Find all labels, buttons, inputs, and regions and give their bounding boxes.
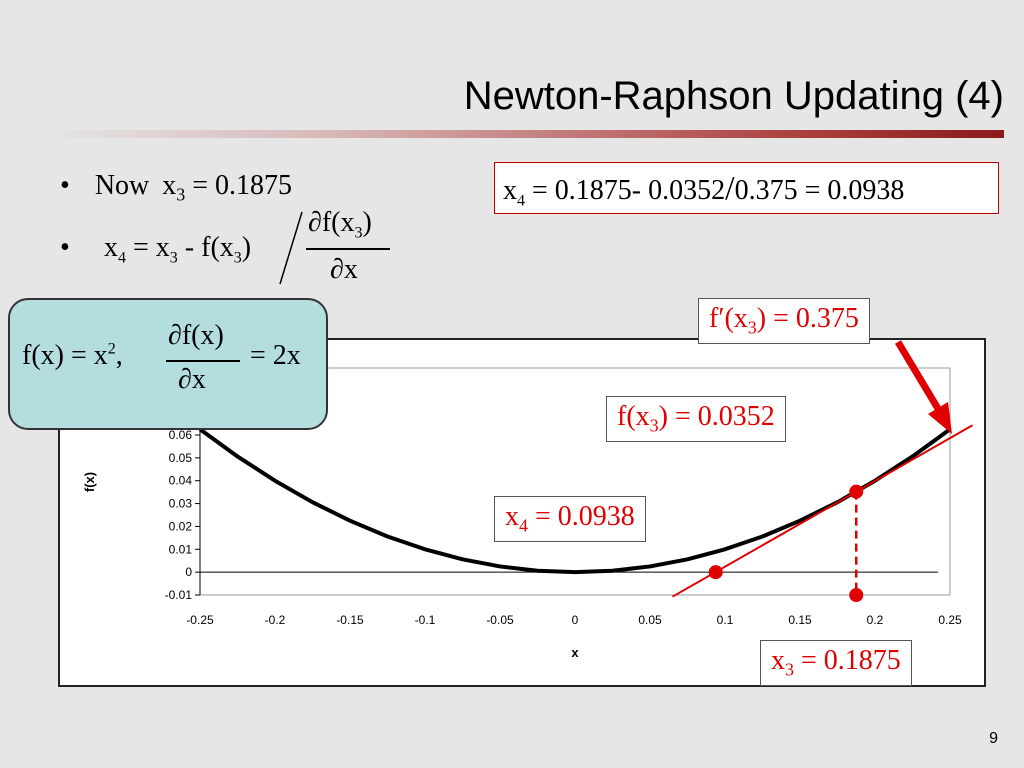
b2-eq-sub: 3 xyxy=(169,249,178,267)
bullet-1: • Now x3 = 0.1875 xyxy=(60,170,292,206)
b2-numerator: ∂f(x3) xyxy=(308,207,372,243)
b2-minus: - f(x xyxy=(177,232,234,263)
b2-lhs: x xyxy=(104,232,118,263)
y-tick-label: 0.03 xyxy=(169,497,193,511)
page-number: 9 xyxy=(989,730,998,747)
x-tick-label: 0.05 xyxy=(638,613,662,627)
b2-num-sub: 3 xyxy=(354,224,363,242)
b2-denominator: ∂x xyxy=(330,254,358,285)
slide-title: Newton-Raphson Updating (4) xyxy=(463,74,1004,118)
def-numerator: ∂f(x) xyxy=(168,320,224,351)
x-tick-label: 0.15 xyxy=(788,613,812,627)
def-denominator: ∂x xyxy=(178,364,206,395)
bullet-1-sub: 3 xyxy=(176,184,186,205)
fraction-slash xyxy=(279,211,303,285)
y-tick-label: 0.02 xyxy=(169,519,193,533)
comp-text2: 0.375 = 0.0938 xyxy=(734,175,905,206)
f-curve xyxy=(198,427,952,575)
def-comma: , xyxy=(115,340,123,371)
annotation-x3: x3 = 0.1875 xyxy=(760,640,912,686)
x-tick-label: 0.1 xyxy=(717,613,734,627)
x3-sub: 3 xyxy=(785,659,794,680)
x-tick-label: 0 xyxy=(572,613,579,627)
y-tick-label: -0.01 xyxy=(165,588,193,602)
arrow-head xyxy=(928,402,952,434)
definition-box: f(x) = x2, ∂f(x) ∂x = 2x xyxy=(8,298,328,430)
x3-text: x xyxy=(771,645,785,676)
x-tick-label: -0.1 xyxy=(415,613,436,627)
y-axis-label: f(x) xyxy=(82,472,97,492)
chart-point-0 xyxy=(849,484,864,499)
tangent-line xyxy=(672,424,973,598)
annotation-fx3: f(x3) = 0.0352 xyxy=(606,396,786,442)
b2-close: ) xyxy=(241,232,252,263)
fprime-text: f′(x xyxy=(709,303,748,334)
y-tick-label: 0.05 xyxy=(169,451,193,465)
x-tick-label: -0.05 xyxy=(486,613,514,627)
annotation-fprime: f′(x3) = 0.375 xyxy=(698,298,870,344)
y-tick-label: 0.04 xyxy=(169,474,193,488)
def-lhs: f(x) = x xyxy=(22,340,108,371)
chart-point-2 xyxy=(849,588,864,602)
comp-sub: 4 xyxy=(517,192,525,210)
def-rhs: = 2x xyxy=(250,340,301,371)
fprime-sub: 3 xyxy=(747,317,757,338)
fx3-text: f(x xyxy=(617,401,650,432)
b2-num-text: ∂f(x xyxy=(308,207,355,238)
computation-box: x4 = 0.1875- 0.0352/0.375 = 0.0938 xyxy=(494,162,999,214)
x-tick-label: -0.2 xyxy=(265,613,286,627)
fx3-rest: ) = 0.0352 xyxy=(658,401,775,432)
comp-text: = 0.1875- 0.0352 xyxy=(525,175,726,206)
x-tick-label: -0.15 xyxy=(336,613,364,627)
comp-var: x xyxy=(503,175,517,206)
b2-eq: = x xyxy=(126,232,170,263)
b2-num-close: ) xyxy=(362,207,372,238)
b2-fraction-bar xyxy=(306,248,390,250)
def-exp: 2 xyxy=(107,340,116,358)
bullet-2-formula: x4 = x3 - f(x3) xyxy=(104,232,251,268)
y-tick-label: 0 xyxy=(185,565,192,579)
x-tick-label: 0.25 xyxy=(938,613,962,627)
b2-minus-sub: 3 xyxy=(233,249,242,267)
fprime-rest: ) = 0.375 xyxy=(756,303,859,334)
x4-text: x xyxy=(505,501,519,532)
comp-slash: / xyxy=(725,170,735,207)
bullet-glyph: • xyxy=(60,170,70,201)
x4-sub: 4 xyxy=(519,515,528,536)
x-axis-label: x xyxy=(571,645,579,660)
bullet-1-var: x xyxy=(162,170,177,201)
x3-rest: = 0.1875 xyxy=(794,645,901,676)
annotation-x4: x4 = 0.0938 xyxy=(494,496,646,542)
x4-rest: = 0.0938 xyxy=(528,501,635,532)
fx3-sub: 3 xyxy=(649,415,659,436)
bullet-1-rest: = 0.1875 xyxy=(185,170,293,201)
x-tick-label: -0.25 xyxy=(186,613,214,627)
bullet-1-prefix: Now xyxy=(94,170,150,201)
title-rule xyxy=(40,130,1004,138)
y-tick-label: 0.06 xyxy=(169,428,193,442)
bullet-2-glyph: • xyxy=(60,232,70,263)
chart-point-1 xyxy=(708,565,723,580)
x-tick-label: 0.2 xyxy=(867,613,884,627)
def-fraction-bar xyxy=(166,360,240,362)
arrow-shaft xyxy=(894,340,944,414)
y-tick-label: 0.01 xyxy=(169,542,193,556)
b2-lhs-sub: 4 xyxy=(118,249,126,267)
